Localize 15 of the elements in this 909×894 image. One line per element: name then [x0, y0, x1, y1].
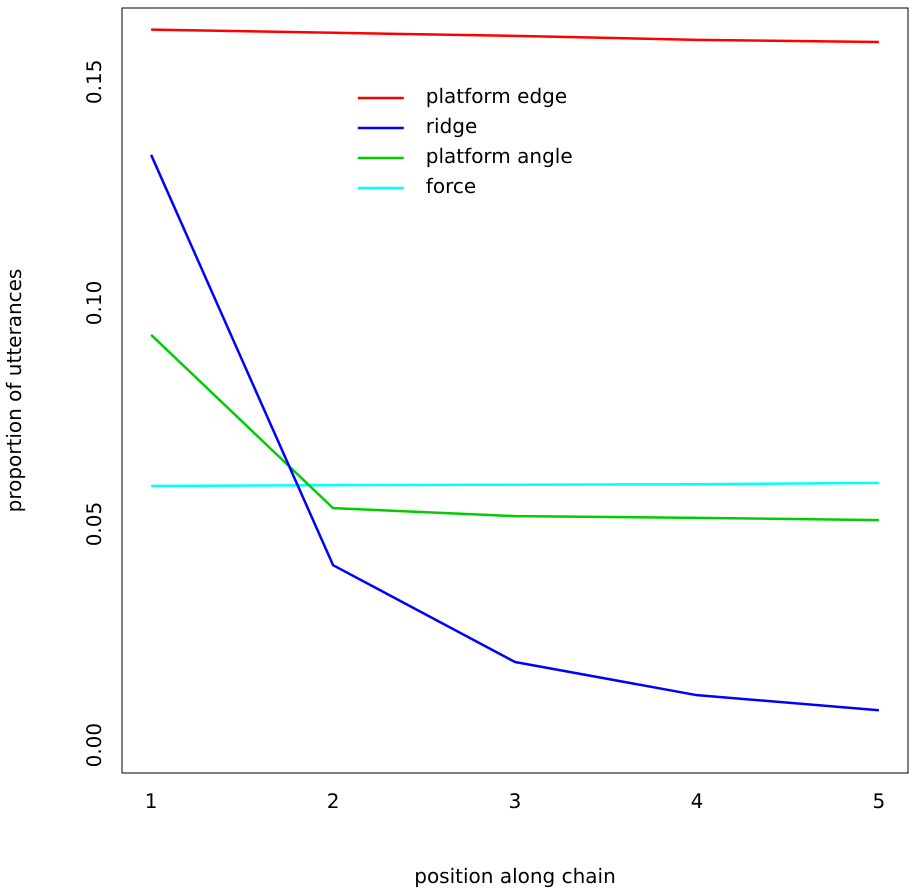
- y-tick-label: 0.15: [82, 60, 106, 104]
- x-tick-label: 2: [326, 789, 340, 814]
- x-axis-title: position along chain: [414, 864, 616, 888]
- x-tick-label: 1: [144, 789, 158, 814]
- legend-label: platform edge: [426, 84, 568, 108]
- legend-label: platform angle: [426, 144, 573, 168]
- y-tick-label: 0.10: [82, 280, 106, 326]
- x-tick-label: 4: [690, 789, 704, 814]
- legend-label: ridge: [426, 114, 478, 138]
- y-tick-label: 0.05: [82, 502, 106, 546]
- y-tick-label: 0.00: [82, 722, 106, 768]
- legend-label: force: [426, 174, 476, 198]
- x-tick-label: 5: [872, 789, 886, 814]
- x-tick-label: 3: [508, 789, 522, 814]
- y-axis-title: proportion of utterances: [2, 268, 26, 512]
